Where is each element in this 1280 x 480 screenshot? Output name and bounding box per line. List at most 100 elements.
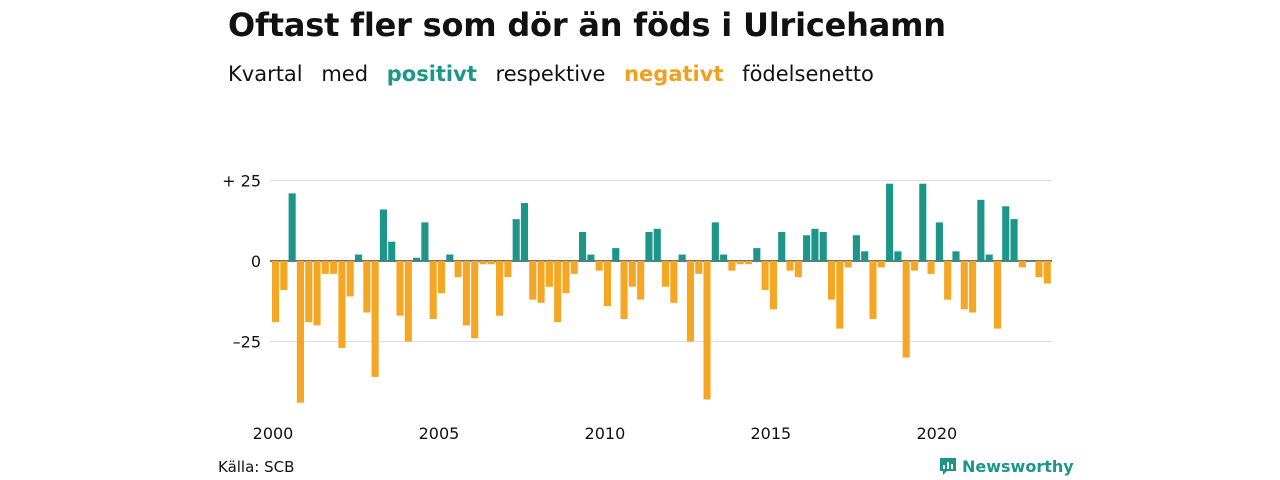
bar [388, 241, 396, 261]
bar [371, 261, 379, 377]
bar [562, 261, 570, 294]
bar [529, 261, 537, 300]
y-tick-label: –25 [233, 333, 261, 352]
brand-name: Newsworthy [962, 456, 1074, 476]
bar [272, 261, 280, 323]
bar [595, 261, 603, 271]
bar [985, 254, 993, 261]
bar [794, 261, 802, 278]
bar [670, 261, 678, 303]
bar [645, 232, 653, 261]
bar [603, 261, 612, 307]
bar [437, 261, 446, 294]
subtitle-word: respektive [495, 62, 606, 86]
bar [778, 232, 786, 261]
bar [628, 261, 636, 287]
bar [404, 261, 412, 342]
bar [313, 261, 321, 326]
bar [330, 261, 338, 274]
bar [1018, 261, 1026, 268]
bar [504, 261, 512, 278]
bar [421, 222, 429, 261]
x-tick-label: 2015 [751, 424, 792, 443]
bar [944, 261, 952, 300]
bar [520, 203, 529, 261]
bar [1043, 261, 1051, 284]
bar [869, 261, 877, 319]
bar [1010, 219, 1018, 261]
bar [836, 261, 844, 329]
bar [363, 261, 371, 313]
bar [711, 222, 719, 261]
bar [844, 261, 852, 268]
bar [305, 261, 313, 323]
bar [910, 261, 919, 271]
bar [1035, 261, 1043, 278]
bar [321, 261, 329, 274]
bar [927, 261, 935, 274]
bar [969, 261, 977, 313]
subtitle-word: med [321, 62, 369, 86]
bar [487, 261, 495, 265]
y-tick-label: 0 [251, 252, 261, 271]
bar [587, 254, 595, 261]
x-tick-label: 2020 [916, 424, 957, 443]
bar [736, 261, 744, 265]
bar [620, 261, 628, 319]
bar [1002, 206, 1010, 261]
bar [894, 251, 902, 261]
bar [720, 254, 728, 261]
bar [454, 261, 462, 278]
bar [429, 261, 437, 319]
bar [803, 235, 811, 261]
bar [919, 183, 927, 261]
bar [993, 261, 1002, 329]
bar [678, 254, 686, 261]
bar [744, 261, 753, 265]
bar [496, 261, 504, 316]
bar [728, 261, 736, 271]
bar [280, 261, 288, 290]
bar [512, 219, 520, 261]
bar [952, 251, 960, 261]
bar [902, 261, 910, 358]
bar [761, 261, 769, 290]
bar [819, 232, 827, 261]
bar [695, 261, 703, 274]
bar [662, 261, 670, 287]
bar [877, 261, 885, 268]
bar [338, 261, 346, 348]
x-tick-label: 2000 [253, 424, 294, 443]
x-tick-label: 2005 [419, 424, 460, 443]
bar [827, 261, 836, 300]
bar [579, 232, 587, 261]
chart-subtitle: Kvartal med positivt respektive negativt… [228, 62, 886, 86]
bar [545, 261, 553, 287]
x-tick-label: 2010 [585, 424, 626, 443]
newsworthy-logo-icon [940, 458, 956, 475]
bar [296, 261, 304, 403]
bar [653, 228, 661, 261]
chart-title: Oftast fler som dör än föds i Ulricehamn [228, 6, 946, 44]
bar [471, 261, 479, 339]
subtitle-word: Kvartal [228, 62, 303, 86]
bar [413, 257, 421, 261]
bar [379, 209, 387, 261]
y-tick-label: + 25 [222, 172, 261, 191]
bar [769, 261, 777, 310]
bar [462, 261, 470, 326]
subtitle-positive-label: positivt [386, 62, 477, 86]
bar [935, 222, 943, 261]
bar [537, 261, 545, 303]
bar [686, 261, 694, 342]
bar [703, 261, 711, 400]
bar [612, 248, 620, 261]
bar [288, 193, 296, 261]
bar [852, 235, 860, 261]
bar [446, 254, 454, 261]
bar [554, 261, 562, 323]
bar [977, 199, 985, 261]
newsworthy-logo: Newsworthy [938, 456, 1074, 476]
bar [960, 261, 968, 310]
